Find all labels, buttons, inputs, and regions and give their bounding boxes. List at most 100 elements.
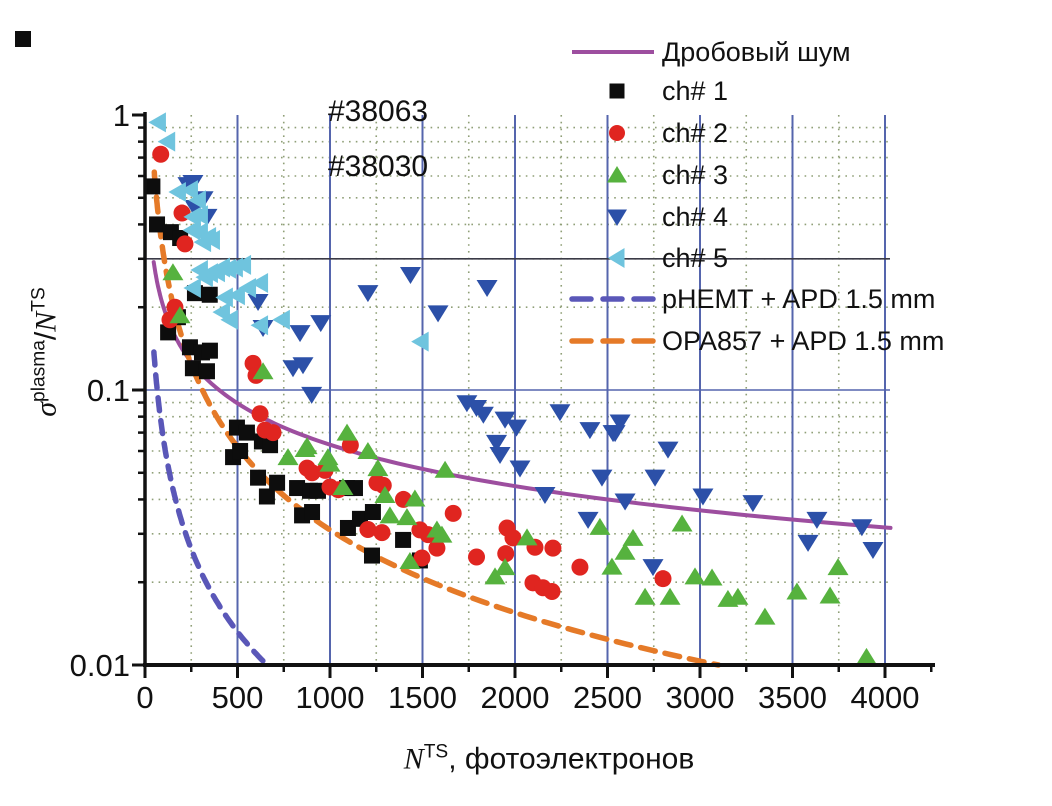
data-point-ch3	[434, 460, 456, 478]
data-point-ch3	[484, 567, 506, 585]
data-point-ch3	[589, 517, 611, 535]
y-title-n: N	[29, 311, 63, 332]
data-point-ch5	[218, 258, 237, 279]
data-point-ch5	[168, 181, 186, 202]
data-point-ch1	[232, 443, 249, 460]
data-point-ch4	[357, 285, 379, 303]
data-point-ch4	[851, 519, 873, 537]
data-point-ch3	[357, 442, 379, 460]
data-point-ch4	[609, 414, 631, 432]
x-tick-label: 3500	[758, 680, 827, 715]
data-point-ch3	[252, 362, 274, 380]
data-point-ch2	[444, 504, 462, 522]
data-point-ch4	[591, 469, 613, 487]
stray-square-marker	[15, 31, 31, 47]
data-point-ch1	[201, 286, 218, 303]
legend-key-graphic	[572, 50, 654, 54]
data-point-ch1	[269, 474, 286, 491]
data-point-ch2	[654, 570, 672, 588]
x-tick-label: 500	[212, 680, 264, 715]
data-point-ch3	[786, 582, 808, 600]
x-tick-label: 3000	[666, 680, 735, 715]
y-title-sup-ts: TS	[28, 287, 50, 312]
data-point-ch4	[292, 357, 314, 375]
y-tick-label: 0.01	[70, 648, 130, 683]
data-point-ch4	[614, 493, 636, 511]
data-point-ch3	[494, 558, 516, 576]
y-tick-label: 1	[113, 98, 130, 133]
data-point-ch4	[549, 404, 571, 422]
data-point-ch3	[404, 489, 426, 507]
annotation-shot-38063: #38063	[328, 95, 429, 128]
data-point-ch4	[806, 511, 828, 529]
x-tick-label: 2000	[481, 680, 550, 715]
x-title-n: N	[403, 742, 424, 776]
ch4-triangle-down-marker	[568, 202, 660, 232]
data-point-ch4	[742, 495, 764, 513]
legend-label: Дробовый шум	[662, 36, 851, 67]
data-point-ch4	[301, 386, 323, 404]
legend-label: ch# 2	[662, 117, 729, 148]
x-tick-label: 2500	[573, 680, 642, 715]
data-point-ch2	[251, 405, 269, 423]
curve-shot-noise	[151, 260, 893, 530]
data-point-ch1	[339, 519, 356, 536]
data-point-ch1	[160, 324, 177, 341]
data-point-ch1	[144, 178, 161, 195]
data-point-ch3	[671, 514, 693, 532]
data-point-ch4	[642, 559, 664, 577]
data-point-ch1	[250, 469, 267, 486]
ch5-triangle-left-marker	[568, 243, 660, 273]
data-point-ch3	[379, 506, 401, 524]
data-point-ch4	[509, 460, 531, 478]
data-point-ch5	[190, 205, 208, 226]
data-point-ch4	[247, 293, 269, 311]
data-point-ch3	[374, 486, 396, 504]
data-point-ch2	[303, 464, 321, 482]
data-point-ch4	[534, 487, 556, 505]
data-point-ch5	[148, 112, 166, 133]
x-tick-label: 1000	[296, 680, 365, 715]
data-point-ch2	[373, 524, 391, 542]
data-point-ch4	[476, 279, 498, 297]
legend-key-graphic	[569, 296, 660, 302]
data-point-ch1	[364, 504, 381, 521]
data-point-ch3	[659, 587, 681, 605]
data-point-ch4	[427, 305, 449, 323]
data-point-ch2	[544, 539, 562, 557]
data-point-ch4	[692, 488, 714, 506]
data-point-ch4	[494, 411, 516, 429]
data-point-ch2	[264, 424, 282, 442]
data-point-ch3	[169, 306, 191, 324]
data-point-ch2	[497, 545, 515, 563]
data-point-ch4	[579, 422, 601, 440]
data-point-ch5	[182, 220, 200, 241]
y-axis-title: σplasma/NTS	[29, 287, 64, 417]
ch1-square-marker	[568, 76, 660, 106]
legend-key-graphic	[607, 166, 627, 183]
y-title-sigma: σ	[29, 401, 63, 417]
data-point-ch4	[644, 469, 666, 487]
data-point-ch3	[684, 567, 706, 585]
phemt-dashed-line-sample	[568, 284, 660, 314]
data-point-ch1	[304, 504, 321, 521]
data-point-ch5	[215, 287, 233, 308]
legend-key-graphic	[609, 125, 625, 141]
x-axis-title: NTS, фотоэлектронов	[404, 742, 695, 777]
data-point-ch2	[359, 520, 377, 538]
legend-label: ch# 4	[662, 201, 729, 232]
data-point-ch4	[289, 325, 311, 343]
data-point-ch3	[367, 459, 389, 477]
data-point-ch1	[258, 488, 275, 505]
curve-opa857	[151, 169, 722, 668]
data-point-ch5	[250, 272, 269, 293]
data-point-ch2	[468, 548, 486, 566]
data-point-ch5	[272, 309, 290, 330]
data-point-ch3	[162, 263, 184, 281]
legend-key-graphic	[609, 83, 625, 99]
data-point-ch2	[374, 476, 392, 494]
data-point-ch1	[395, 531, 412, 548]
data-point-ch3	[399, 551, 421, 569]
data-point-ch5	[227, 285, 245, 306]
data-point-ch2	[543, 583, 561, 601]
